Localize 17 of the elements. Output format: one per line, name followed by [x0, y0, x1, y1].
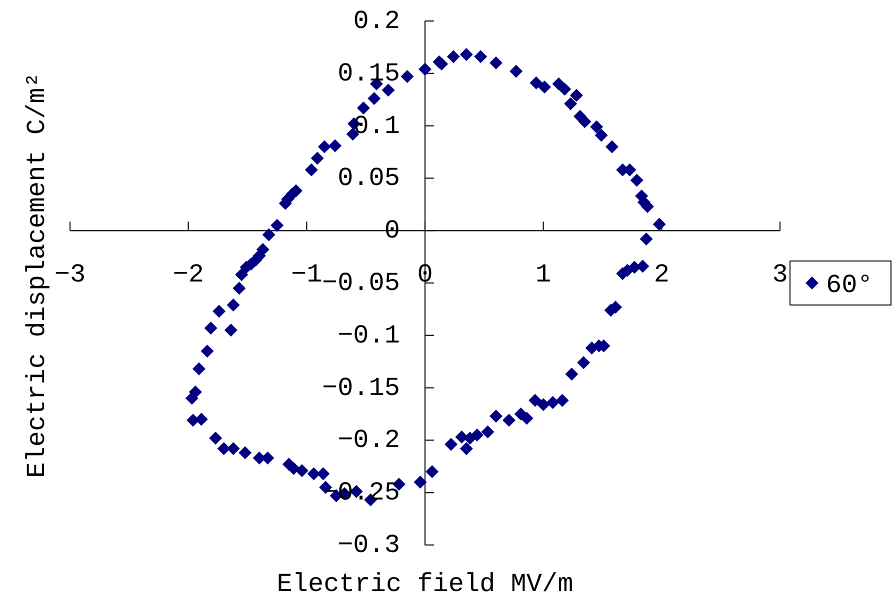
x-axis-title: Electric field MV/m	[276, 569, 574, 599]
y-tick-label: 0.15	[338, 58, 400, 88]
y-tick-label: −0.3	[338, 530, 400, 560]
y-tick-label: −0.15	[322, 372, 400, 403]
x-tick-label: −3	[54, 260, 86, 290]
y-tick-label: −0.1	[338, 320, 400, 350]
y-tick-label: 0.2	[353, 6, 400, 36]
y-tick-label: −0.2	[338, 425, 400, 456]
x-tick-label: 1	[536, 260, 552, 290]
x-tick-label: −1	[291, 260, 322, 290]
x-tick-label: −2	[172, 260, 204, 290]
x-tick-label: 3	[772, 260, 788, 290]
y-tick-label: −0.05	[322, 268, 400, 298]
x-tick-label: 2	[654, 260, 670, 290]
legend-label: 60°	[826, 270, 873, 300]
y-tick-label: 0.05	[338, 163, 400, 194]
y-axis-title: Electric displacement C/m²	[22, 72, 52, 478]
